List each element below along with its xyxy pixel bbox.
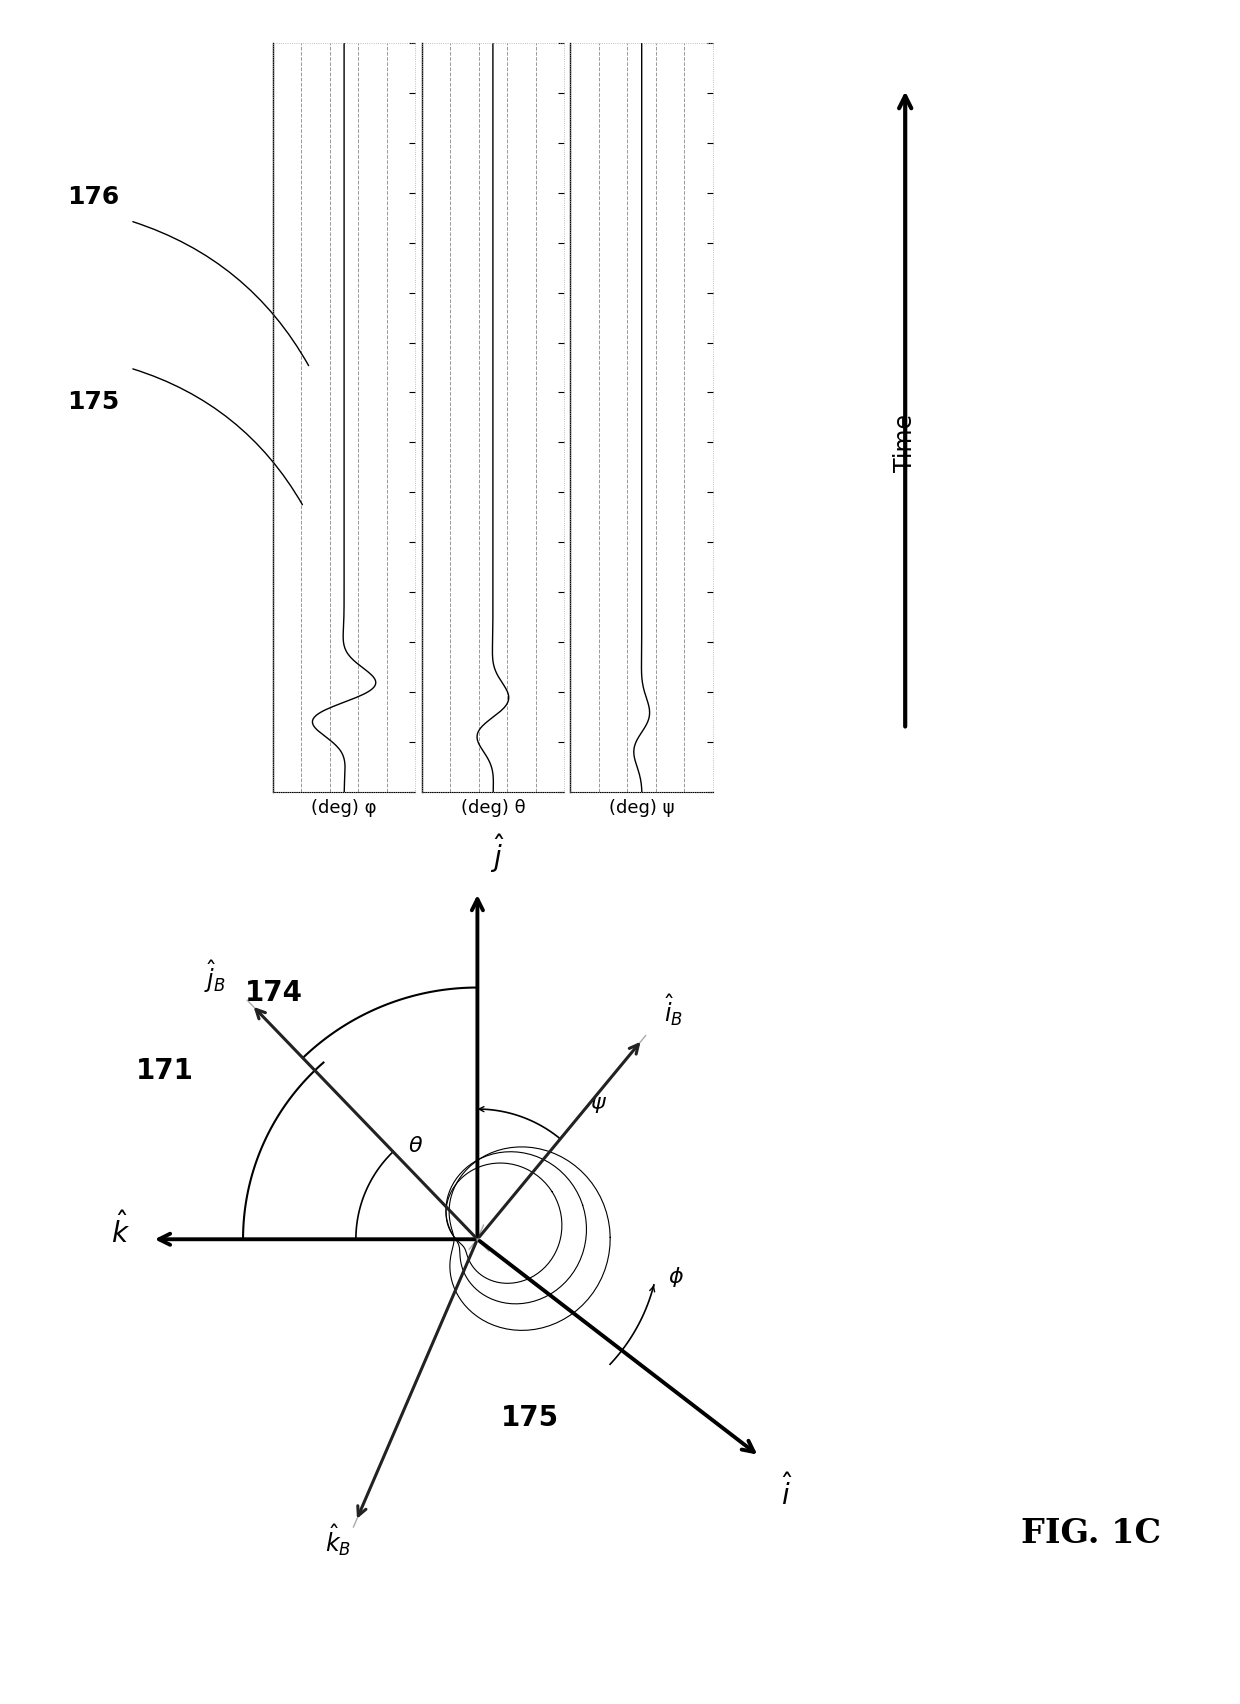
Text: $\theta$: $\theta$ [408, 1137, 423, 1157]
X-axis label: (deg) φ: (deg) φ [311, 799, 377, 818]
Text: FIG. 1C: FIG. 1C [1022, 1517, 1161, 1551]
Text: 175: 175 [67, 390, 119, 414]
Text: $\hat{k}_B$: $\hat{k}_B$ [325, 1522, 352, 1557]
X-axis label: (deg) θ: (deg) θ [460, 799, 526, 818]
Text: $\hat{k}$: $\hat{k}$ [112, 1212, 130, 1249]
Text: $\psi$: $\psi$ [590, 1096, 608, 1114]
Text: $\hat{i}_B$: $\hat{i}_B$ [665, 993, 683, 1029]
Text: $\hat{j}$: $\hat{j}$ [491, 832, 505, 874]
Text: Time: Time [893, 414, 918, 472]
Text: 176: 176 [67, 186, 119, 210]
Text: 171: 171 [136, 1056, 193, 1085]
Text: $\hat{i}$: $\hat{i}$ [781, 1474, 792, 1510]
Text: 174: 174 [244, 978, 303, 1007]
X-axis label: (deg) ψ: (deg) ψ [609, 799, 675, 818]
Text: 175: 175 [501, 1404, 558, 1431]
Text: $\hat{j}_B$: $\hat{j}_B$ [203, 958, 226, 995]
Text: $\phi$: $\phi$ [668, 1264, 684, 1288]
